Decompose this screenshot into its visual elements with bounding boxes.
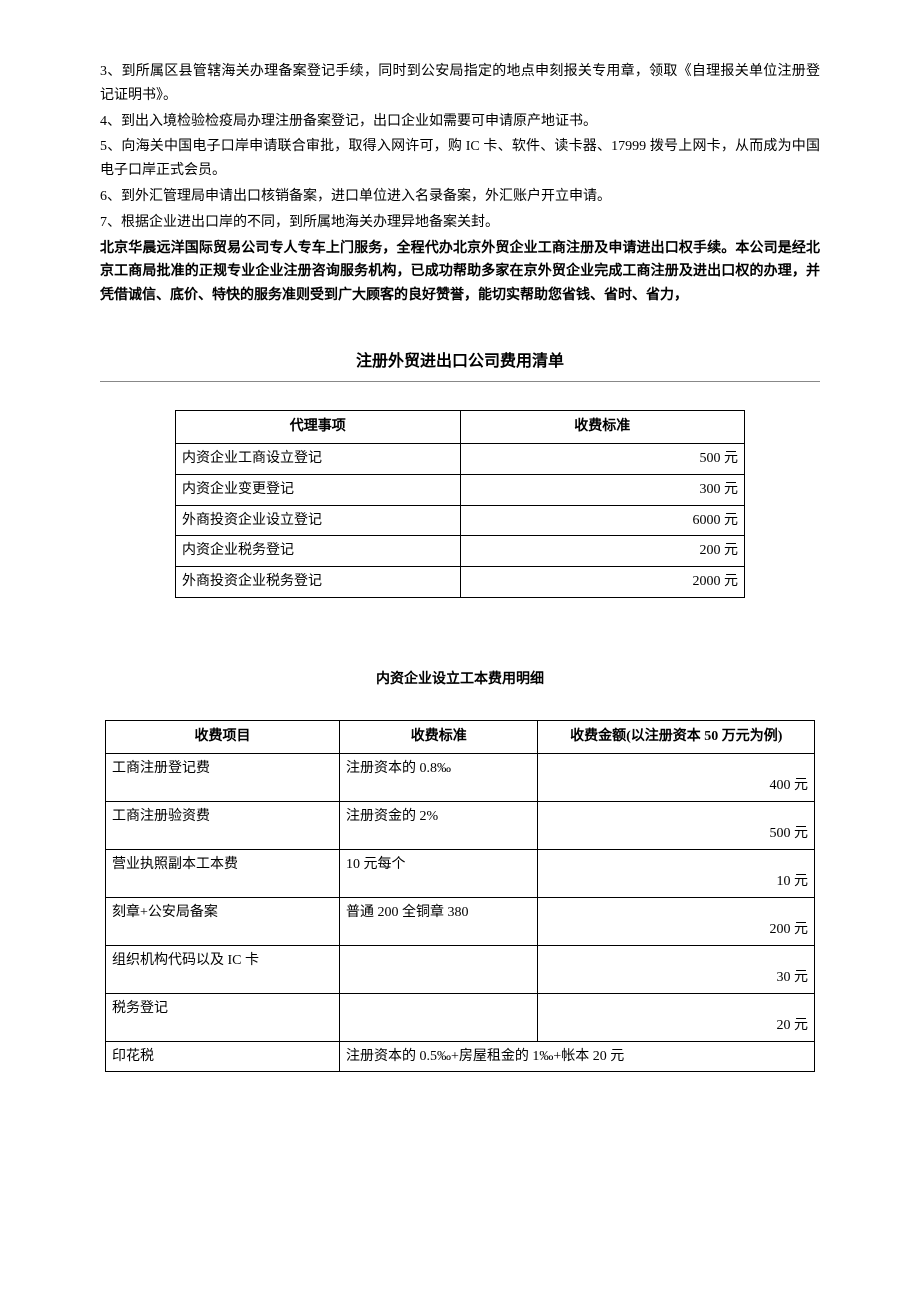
- cell-std: 注册资本的 0.8‰: [339, 753, 538, 801]
- cell-merged: 注册资本的 0.5‰+房屋租金的 1‰+帐本 20 元: [339, 1041, 814, 1072]
- table-row: 工商注册验资费 注册资金的 2% 500 元: [106, 801, 815, 849]
- table2-header-std: 收费标准: [339, 720, 538, 753]
- cell-item: 印花税: [106, 1041, 340, 1072]
- table-row: 税务登记 20 元: [106, 993, 815, 1041]
- cell-item: 内资企业工商设立登记: [176, 443, 461, 474]
- cell-item: 刻章+公安局备案: [106, 897, 340, 945]
- paragraph-bold: 北京华晨远洋国际贸易公司专人专车上门服务，全程代办北京外贸企业工商注册及申请进出…: [100, 237, 820, 308]
- cell-item: 组织机构代码以及 IC 卡: [106, 945, 340, 993]
- cell-fee: 500 元: [460, 443, 745, 474]
- cell-item: 外商投资企业设立登记: [176, 505, 461, 536]
- cell-std: [339, 945, 538, 993]
- cell-amt: 30 元: [538, 945, 815, 993]
- cell-amt: 400 元: [538, 753, 815, 801]
- cell-item: 外商投资企业税务登记: [176, 567, 461, 598]
- cell-fee: 200 元: [460, 536, 745, 567]
- cell-fee: 6000 元: [460, 505, 745, 536]
- cell-item: 营业执照副本工本费: [106, 849, 340, 897]
- cell-amt: 200 元: [538, 897, 815, 945]
- cell-std: 注册资金的 2%: [339, 801, 538, 849]
- fee-table-1: 代理事项 收费标准 内资企业工商设立登记 500 元 内资企业变更登记 300 …: [175, 410, 745, 598]
- cell-std: 普通 200 全铜章 380: [339, 897, 538, 945]
- cell-amt: 10 元: [538, 849, 815, 897]
- cell-item: 内资企业变更登记: [176, 474, 461, 505]
- table2-header-amt: 收费金额(以注册资本 50 万元为例): [538, 720, 815, 753]
- cell-std: 10 元每个: [339, 849, 538, 897]
- divider: [100, 381, 820, 382]
- table-row: 内资企业税务登记 200 元: [176, 536, 745, 567]
- paragraph-4: 4、到出入境检验检疫局办理注册备案登记，出口企业如需要可申请原产地证书。: [100, 110, 820, 134]
- cell-item: 工商注册验资费: [106, 801, 340, 849]
- table-row: 组织机构代码以及 IC 卡 30 元: [106, 945, 815, 993]
- cell-item: 税务登记: [106, 993, 340, 1041]
- cell-amt: 20 元: [538, 993, 815, 1041]
- paragraph-7: 7、根据企业进出口岸的不同，到所属地海关办理异地备案关封。: [100, 211, 820, 235]
- paragraph-6: 6、到外汇管理局申请出口核销备案，进口单位进入名录备案，外汇账户开立申请。: [100, 185, 820, 209]
- table-row: 内资企业工商设立登记 500 元: [176, 443, 745, 474]
- cell-item: 工商注册登记费: [106, 753, 340, 801]
- section1-title: 注册外贸进出口公司费用清单: [100, 348, 820, 375]
- table-row: 外商投资企业税务登记 2000 元: [176, 567, 745, 598]
- section2-title: 内资企业设立工本费用明细: [100, 668, 820, 692]
- table-row: 外商投资企业设立登记 6000 元: [176, 505, 745, 536]
- table-row: 刻章+公安局备案 普通 200 全铜章 380 200 元: [106, 897, 815, 945]
- paragraph-3: 3、到所属区县管辖海关办理备案登记手续，同时到公安局指定的地点申刻报关专用章，领…: [100, 60, 820, 108]
- table1-header-item: 代理事项: [176, 411, 461, 444]
- table-row: 工商注册登记费 注册资本的 0.8‰ 400 元: [106, 753, 815, 801]
- paragraph-5: 5、向海关中国电子口岸申请联合审批，取得入网许可，购 IC 卡、软件、读卡器、1…: [100, 135, 820, 183]
- table-row: 营业执照副本工本费 10 元每个 10 元: [106, 849, 815, 897]
- cell-fee: 300 元: [460, 474, 745, 505]
- cell-amt: 500 元: [538, 801, 815, 849]
- cell-fee: 2000 元: [460, 567, 745, 598]
- cell-item: 内资企业税务登记: [176, 536, 461, 567]
- fee-table-2: 收费项目 收费标准 收费金额(以注册资本 50 万元为例) 工商注册登记费 注册…: [105, 720, 815, 1073]
- table-row: 内资企业变更登记 300 元: [176, 474, 745, 505]
- table-row: 印花税 注册资本的 0.5‰+房屋租金的 1‰+帐本 20 元: [106, 1041, 815, 1072]
- table2-header-item: 收费项目: [106, 720, 340, 753]
- cell-std: [339, 993, 538, 1041]
- table1-header-fee: 收费标准: [460, 411, 745, 444]
